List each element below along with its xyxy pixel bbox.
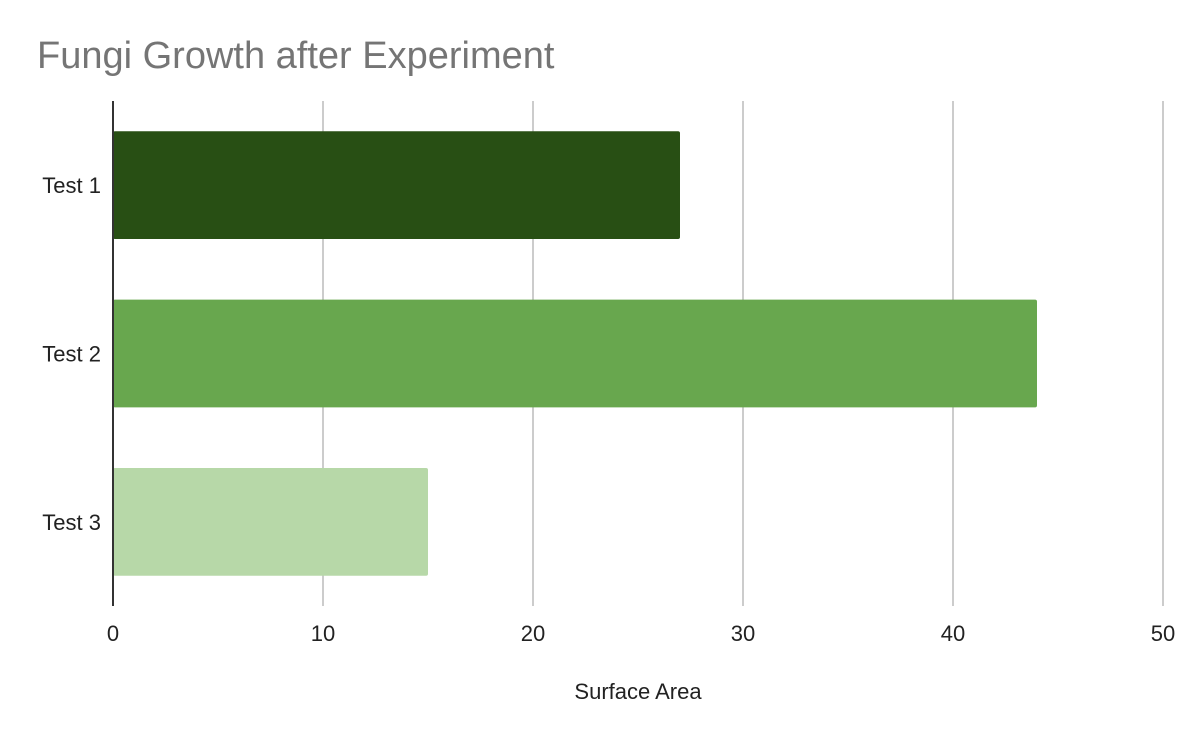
x-tick-label: 30: [731, 621, 755, 646]
category-labels: Test 1 Test 2 Test 3: [42, 173, 101, 535]
bar-test-3: [113, 467, 428, 576]
bar-test-2: [113, 299, 1037, 408]
bars: [113, 131, 1037, 576]
x-axis-label: Surface Area: [574, 679, 702, 704]
chart-title: Fungi Growth after Experiment: [37, 35, 555, 77]
x-tick-label: 50: [1151, 621, 1175, 646]
x-tick-labels: 0 10 20 30 40 50: [107, 621, 1175, 646]
x-tick-label: 0: [107, 621, 119, 646]
bar-test-1: [113, 131, 680, 240]
category-label: Test 1: [42, 173, 101, 198]
x-tick-label: 20: [521, 621, 545, 646]
category-label: Test 2: [42, 342, 101, 367]
category-label: Test 3: [42, 510, 101, 535]
x-tick-label: 10: [311, 621, 335, 646]
x-tick-label: 40: [941, 621, 965, 646]
